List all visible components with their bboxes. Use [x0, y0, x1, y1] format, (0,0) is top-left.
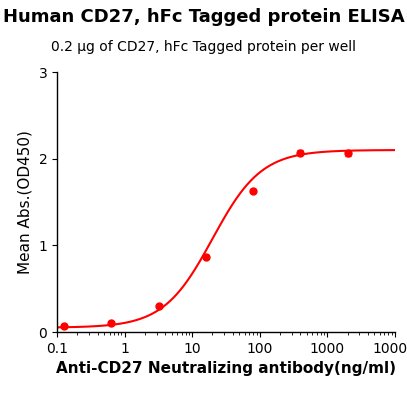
Text: Human CD27, hFc Tagged protein ELISA: Human CD27, hFc Tagged protein ELISA: [3, 8, 404, 26]
X-axis label: Anti-CD27 Neutralizing antibody(ng/ml): Anti-CD27 Neutralizing antibody(ng/ml): [56, 361, 396, 376]
Text: 0.2 μg of CD27, hFc Tagged protein per well: 0.2 μg of CD27, hFc Tagged protein per w…: [51, 40, 356, 54]
Y-axis label: Mean Abs.(OD450): Mean Abs.(OD450): [18, 130, 33, 274]
